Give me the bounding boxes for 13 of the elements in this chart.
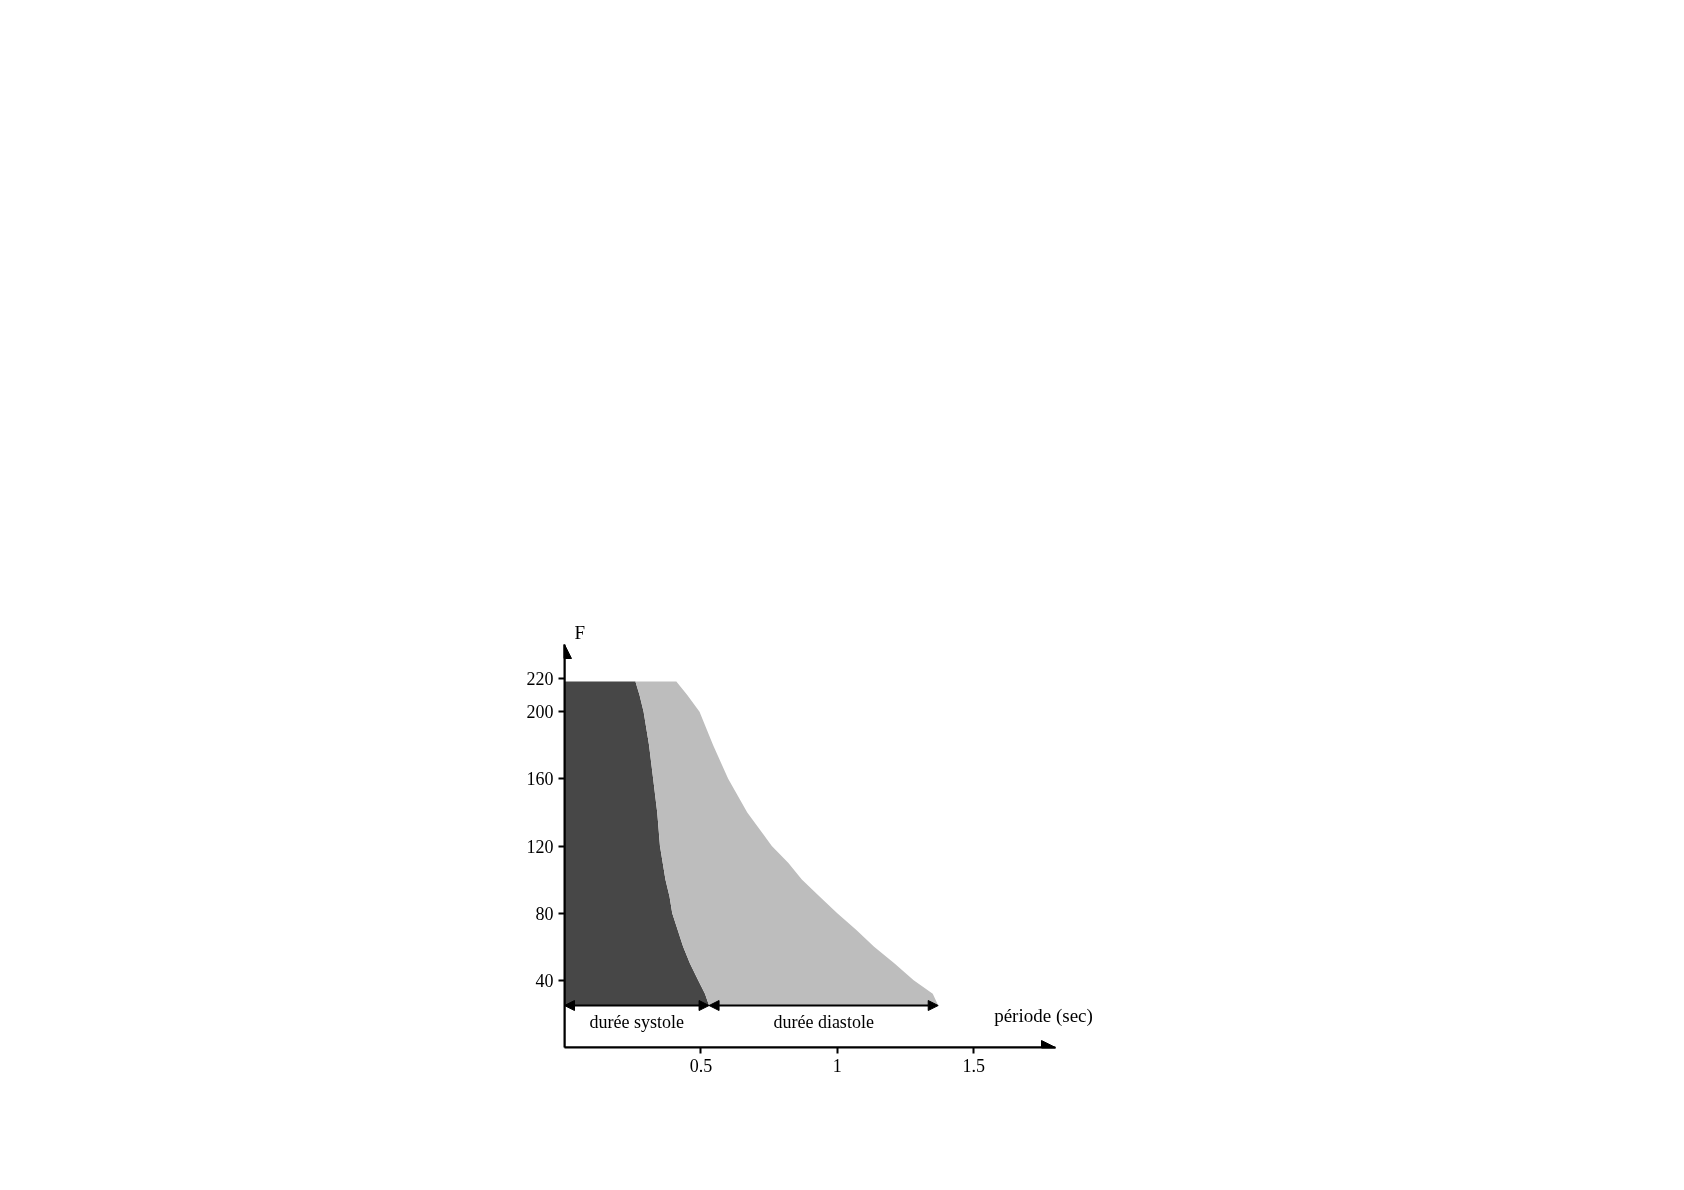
y-tick-label: 120 [526,836,554,857]
series-label: durée systole [589,1011,685,1032]
y-tick-label: 80 [535,903,554,924]
y-tick-label: 200 [526,702,554,723]
y-axis-title: F [574,621,586,643]
series-label: durée diastole [773,1011,874,1032]
y-tick-label: 40 [535,970,554,991]
x-tick-label: 1.5 [962,1055,985,1076]
x-tick-label: 1 [832,1055,842,1076]
y-tick-label: 220 [526,668,554,689]
x-tick-label: 0.5 [689,1055,713,1076]
y-tick-label: 160 [526,769,554,790]
x-axis-title: période (sec) [994,1004,1093,1027]
